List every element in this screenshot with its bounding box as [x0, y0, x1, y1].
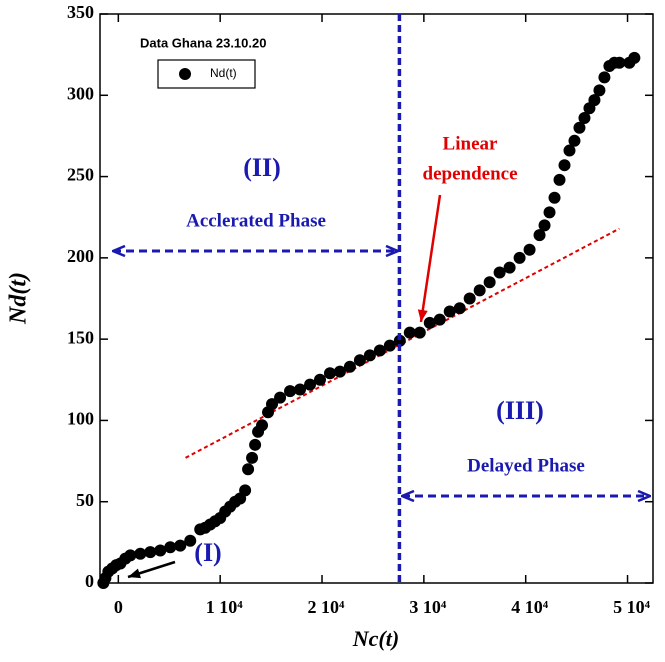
- data-point: [598, 71, 611, 84]
- data-point: [373, 344, 386, 357]
- data-point: [134, 547, 147, 560]
- data-point: [333, 365, 346, 378]
- data-point: [423, 316, 436, 329]
- data-point: [588, 94, 601, 107]
- data-point: [558, 159, 571, 172]
- data-point: [284, 385, 297, 398]
- annotation: Delayed Phase: [467, 455, 585, 476]
- data-point: [246, 451, 259, 464]
- data-point: [256, 419, 269, 432]
- data-point: [443, 305, 456, 318]
- annotation: Acclerated Phase: [186, 210, 326, 231]
- data-point: [483, 276, 496, 289]
- data-point: [503, 261, 516, 274]
- data-point: [184, 534, 197, 547]
- y-axis-label: Nd(t): [6, 272, 32, 325]
- data-point: [174, 539, 187, 552]
- pointer-arrow: [127, 560, 176, 579]
- data-point: [563, 144, 576, 157]
- annotation: (II): [243, 153, 281, 182]
- annotation: (I): [194, 538, 221, 567]
- chart-title: Data Ghana 23.10.20: [140, 35, 266, 50]
- data-point: [164, 541, 177, 554]
- data-point: [266, 398, 279, 411]
- data-point: [274, 391, 287, 404]
- annotation: (III): [496, 396, 544, 425]
- legend-marker: [179, 68, 191, 80]
- data-point: [353, 354, 366, 367]
- data-point: [393, 334, 406, 347]
- data-point: [343, 360, 356, 373]
- x-axis-label: Nc(t): [352, 626, 399, 651]
- data-point: [553, 173, 566, 186]
- x-tick-label: 5 10⁴: [613, 597, 651, 617]
- legend-box: [157, 59, 256, 89]
- x-tick-label: 4 10⁴: [511, 597, 549, 617]
- y-tick-label: 50: [76, 490, 94, 510]
- x-tick-label: 1 10⁴: [206, 597, 244, 617]
- data-point: [294, 383, 307, 396]
- data-point: [463, 292, 476, 305]
- data-point: [383, 339, 396, 352]
- data-point: [144, 546, 157, 559]
- data-point: [124, 549, 137, 562]
- data-point: [323, 367, 336, 380]
- data-point: [573, 121, 586, 134]
- data-point: [568, 134, 581, 147]
- data-point: [543, 206, 556, 219]
- y-tick-label: 150: [67, 327, 94, 347]
- data-point: [303, 378, 316, 391]
- data-point: [578, 112, 591, 125]
- annotation: Linear: [443, 133, 498, 154]
- data-point: [613, 56, 626, 69]
- data-point: [513, 251, 526, 264]
- data-point: [493, 266, 506, 279]
- y-tick-label: 350: [67, 2, 94, 22]
- data-point: [239, 484, 252, 497]
- data-point: [413, 326, 426, 339]
- pointer-arrow: [417, 194, 442, 323]
- y-tick-label: 100: [67, 409, 94, 429]
- data-point: [533, 229, 546, 242]
- data-point: [313, 373, 326, 386]
- data-point: [628, 51, 641, 64]
- y-tick-label: 250: [67, 165, 94, 185]
- y-tick-label: 0: [85, 571, 94, 591]
- data-point: [523, 243, 536, 256]
- plot-frame: [99, 13, 654, 584]
- data-point: [403, 326, 416, 339]
- data-point: [242, 463, 255, 476]
- y-tick-label: 200: [67, 246, 94, 266]
- x-tick-label: 3 10⁴: [409, 597, 447, 617]
- data-point: [433, 313, 446, 326]
- data-point: [473, 284, 486, 297]
- data-point: [363, 349, 376, 362]
- x-tick-label: 2 10⁴: [308, 597, 346, 617]
- y-tick-label: 300: [67, 83, 94, 103]
- data-point: [548, 191, 561, 204]
- data-point: [593, 84, 606, 97]
- data-point: [154, 544, 167, 557]
- annotation: dependence: [423, 163, 518, 184]
- data-point: [249, 438, 262, 451]
- x-tick-label: 0: [114, 597, 123, 617]
- legend-label: Nd(t): [210, 66, 237, 80]
- data-point: [453, 302, 466, 315]
- data-point: [538, 219, 551, 232]
